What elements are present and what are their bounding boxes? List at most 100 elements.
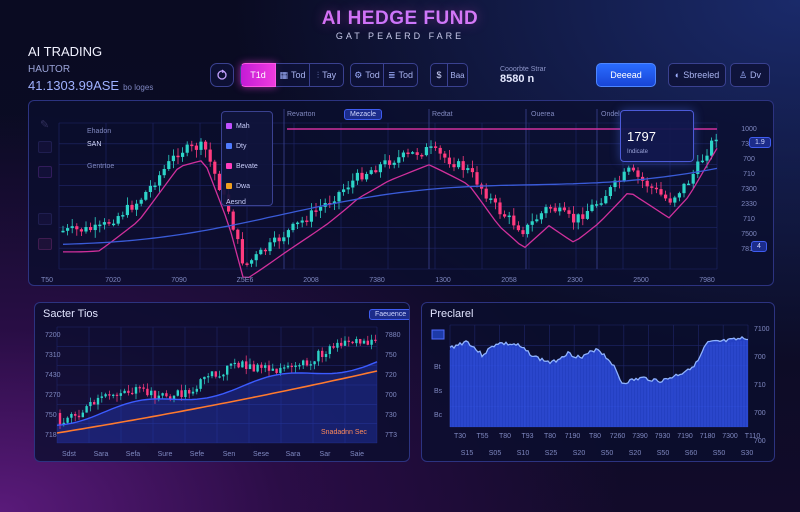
cube-button[interactable]: Baa <box>448 63 468 87</box>
candle-body <box>351 180 355 188</box>
prediction-x-label: 7930 <box>655 433 671 440</box>
toolbar: T1d ▦ Tod ⫶ Tay ⚙ Tod ≣ Tod $ Baa <box>210 63 468 87</box>
candle-body <box>503 214 507 217</box>
candle-view-button[interactable]: ⫶ Tay <box>310 63 344 87</box>
candle-body <box>305 220 309 222</box>
y-axis-label: 7810 <box>741 246 757 253</box>
timeframe-1d-button[interactable]: T1d <box>240 63 276 87</box>
candle-body <box>240 239 244 264</box>
main-candlestick-chart[interactable]: 100073507007107300233071075007810T507020… <box>29 101 774 286</box>
prediction-x-label-2: S50 <box>713 450 726 457</box>
series-y-right-label: 7T3 <box>385 432 397 439</box>
grid-view-label: Tod <box>291 70 306 80</box>
series-candle-body <box>275 368 278 374</box>
prediction-chart[interactable]: Bt Bs Bc 7100 700 710 700 700 T30 T55 T80 T93 T80 719… <box>422 303 775 462</box>
series-candle-body <box>362 340 366 344</box>
series-candle-body <box>271 368 274 371</box>
y-axis-label: 710 <box>743 171 755 178</box>
series-candle-body <box>93 402 96 405</box>
prediction-y-right-label: 700 <box>754 438 766 445</box>
prediction-x-label: 7260 <box>610 433 626 440</box>
series-candle-body <box>70 413 73 418</box>
series-y-left-label: 7430 <box>45 372 61 379</box>
candle-body <box>346 187 350 190</box>
legend-item[interactable]: Dwa <box>226 176 268 196</box>
series-candle-body <box>207 376 210 378</box>
series-candle-body <box>62 422 65 425</box>
series-y-right-label: 7880 <box>385 332 401 339</box>
series-candle-body <box>252 364 255 372</box>
legend-item[interactable]: Dty <box>226 136 268 156</box>
candle-body <box>250 260 254 264</box>
user-icon: ◐ <box>674 70 681 80</box>
chart-series-label-1: SAN <box>87 141 102 148</box>
series-candle-body <box>298 365 301 367</box>
candle-body <box>687 183 691 186</box>
candle-body <box>263 249 267 252</box>
series-candle-body <box>180 390 183 398</box>
dollar-button[interactable]: $ <box>430 63 448 87</box>
tertiary-action-button[interactable]: ♙ Dv <box>730 63 770 87</box>
chart-tooltip: 1797 Indicate <box>620 110 694 162</box>
prediction-x-label: 7300 <box>722 433 738 440</box>
candle-body <box>682 183 686 194</box>
candle-body <box>424 147 428 156</box>
asset-group: $ Baa <box>430 63 468 87</box>
prediction-x-label: T55 <box>476 433 488 440</box>
legend-item[interactable]: Mah <box>226 116 268 136</box>
prediction-x-label: 7390 <box>632 433 648 440</box>
candle-body <box>383 160 387 165</box>
candle-body <box>61 230 65 233</box>
series-x-label: Sure <box>158 451 173 458</box>
legend-swatch <box>226 163 232 169</box>
prediction-x-label: T80 <box>589 433 601 440</box>
candle-body <box>415 152 419 155</box>
candle-body <box>291 223 295 231</box>
candle-body <box>512 215 516 226</box>
candle-body <box>171 155 175 162</box>
candle-body <box>443 153 447 158</box>
series-x-label: Sese <box>253 451 269 458</box>
settings-button[interactable]: ⚙ Tod <box>350 63 384 87</box>
candle-body <box>558 207 562 212</box>
refresh-icon <box>217 69 227 80</box>
candle-body <box>595 204 599 206</box>
legend-label: Dty <box>236 142 247 150</box>
series-candle-body <box>138 387 141 389</box>
legend-label: Mah <box>236 122 250 130</box>
candle-body <box>135 203 139 210</box>
legend-item[interactable]: Aesnd <box>226 196 268 208</box>
candle-body <box>516 225 520 231</box>
secondary-action-button[interactable]: ◐ Sbreeled <box>668 63 726 87</box>
series-x-label: Sara <box>286 451 301 458</box>
layers-icon: ≣ <box>387 69 396 80</box>
candle-body <box>158 175 162 186</box>
series-candle-body <box>157 395 160 400</box>
right-badge-1[interactable]: 1.9 <box>749 137 771 148</box>
primary-action-button[interactable]: Deeead <box>596 63 656 87</box>
candle-body <box>148 185 152 193</box>
candle-body <box>544 207 548 214</box>
prediction-x-label: T80 <box>544 433 556 440</box>
prediction-y-right-label: 7100 <box>754 326 770 333</box>
right-badge-2[interactable]: 4 <box>751 241 767 252</box>
y-axis-label: 7300 <box>741 186 757 193</box>
candle-body <box>181 152 185 157</box>
series-candle-body <box>248 364 252 369</box>
candle-body <box>604 196 608 204</box>
chart-badge[interactable]: Mezacle <box>344 109 383 120</box>
series-y-right-label: 700 <box>385 392 397 399</box>
refresh-button[interactable] <box>210 63 234 87</box>
series-panel-badge[interactable]: Faeuence <box>369 309 409 320</box>
layers-button[interactable]: ≣ Tod <box>384 63 418 87</box>
candle-body <box>677 193 681 198</box>
legend-item[interactable]: Bevate <box>226 156 268 176</box>
tooltip-value: 1797 <box>627 129 656 144</box>
series-line-blue <box>56 361 378 426</box>
prediction-y-left-label: Bc <box>434 412 443 419</box>
series-chart[interactable]: 7200 7310 7430 7270 750 718 7880 750 720 700 730 7T… <box>35 303 410 462</box>
grid-view-button[interactable]: ▦ Tod <box>276 63 310 87</box>
candle-body <box>429 146 433 148</box>
series-candle-body <box>241 361 244 368</box>
candle-body <box>236 229 240 240</box>
